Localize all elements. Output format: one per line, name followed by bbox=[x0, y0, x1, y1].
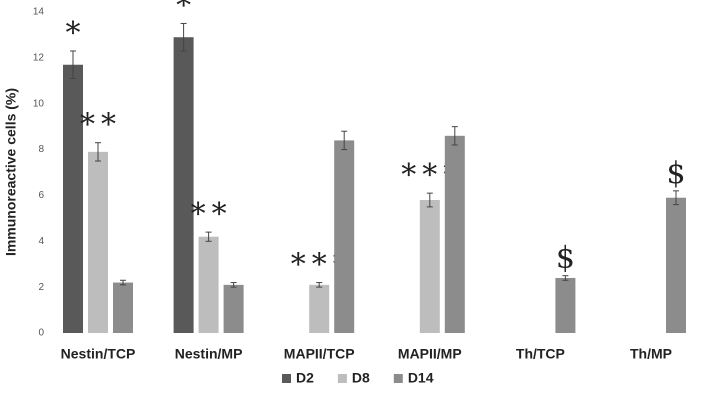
bar bbox=[309, 284, 330, 333]
bar bbox=[419, 200, 440, 333]
bar bbox=[334, 140, 355, 333]
significance-mark: ** bbox=[80, 108, 122, 143]
significance-mark: ** bbox=[191, 197, 233, 232]
x-tick-label: MAPII/MP bbox=[398, 346, 462, 362]
significance-mark: * bbox=[176, 0, 197, 23]
error-bar bbox=[95, 142, 101, 162]
x-tick-label: Nestin/TCP bbox=[61, 346, 136, 362]
error-bar bbox=[205, 231, 212, 242]
bar bbox=[173, 37, 194, 333]
error-bar bbox=[120, 279, 126, 286]
y-tick-label: 8 bbox=[38, 144, 44, 155]
y-tick-label: 12 bbox=[33, 52, 45, 63]
y-tick-label: 10 bbox=[33, 98, 45, 109]
bar bbox=[223, 284, 244, 333]
error-bar bbox=[426, 192, 433, 208]
y-tick-label: 2 bbox=[38, 282, 44, 293]
error-bar bbox=[230, 282, 237, 288]
y-tick-label: 14 bbox=[33, 7, 45, 18]
error-bar bbox=[180, 22, 187, 52]
significance-mark: * bbox=[66, 16, 87, 51]
error-bar bbox=[341, 130, 348, 151]
error-bar bbox=[562, 275, 569, 281]
legend-label: D2 bbox=[296, 370, 314, 386]
legend-label: D14 bbox=[408, 370, 434, 386]
bar bbox=[113, 282, 133, 333]
bar bbox=[666, 197, 686, 333]
error-bar bbox=[70, 50, 76, 79]
x-tick-label: MAPII/TCP bbox=[284, 346, 355, 362]
error-bar bbox=[451, 126, 458, 146]
y-axis-title: Immunoreactive cells (%) bbox=[3, 88, 19, 256]
x-tick-label: Th/MP bbox=[630, 346, 672, 362]
x-tick-label: Nestin/MP bbox=[175, 346, 243, 362]
error-bar bbox=[316, 282, 323, 288]
bar bbox=[88, 151, 108, 333]
bar bbox=[444, 135, 465, 333]
legend-swatch bbox=[337, 374, 347, 383]
significance-mark: $ bbox=[666, 156, 691, 191]
legend-swatch bbox=[393, 374, 403, 383]
significance-mark: $ bbox=[556, 241, 581, 276]
y-tick-label: 0 bbox=[38, 328, 44, 339]
error-bar bbox=[673, 190, 679, 206]
x-tick-label: Th/TCP bbox=[516, 346, 565, 362]
legend-swatch bbox=[282, 374, 291, 383]
legend-label: D8 bbox=[352, 370, 370, 386]
bar bbox=[555, 277, 576, 333]
y-tick-label: 6 bbox=[38, 190, 44, 201]
bar bbox=[63, 64, 83, 333]
bar bbox=[198, 236, 219, 333]
y-tick-label: 4 bbox=[38, 236, 44, 247]
